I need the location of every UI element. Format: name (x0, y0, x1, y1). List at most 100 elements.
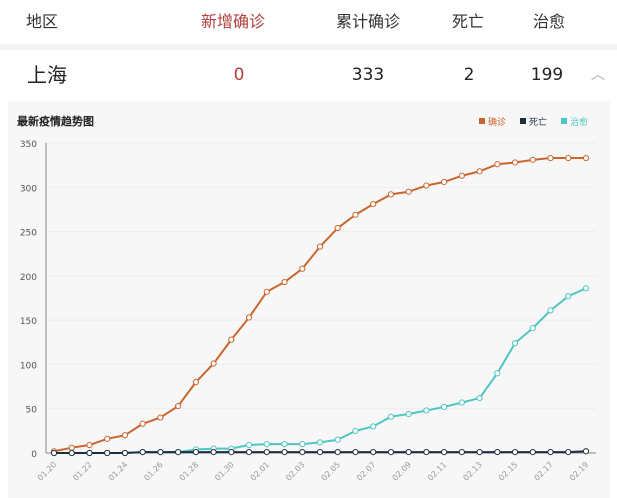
data-point (511, 340, 519, 347)
x-tick-label: 02.17 (532, 460, 555, 483)
data-point (405, 449, 412, 456)
series-line-治愈 (54, 287, 587, 454)
data-point (565, 154, 572, 162)
data-point (529, 449, 536, 456)
data-point (547, 154, 554, 162)
data-point (316, 243, 324, 250)
data-point (192, 379, 199, 386)
data-point (441, 449, 448, 456)
data-point (121, 432, 129, 439)
chevron-up-icon[interactable]: ︿ (591, 67, 605, 83)
data-point (334, 224, 341, 232)
data-point (86, 449, 93, 457)
data-point (352, 211, 359, 218)
data-point (245, 449, 253, 456)
data-point (458, 172, 465, 179)
table-row[interactable]: 上海 0 333 2 199 ︿ (0, 50, 617, 100)
data-point (547, 307, 554, 314)
data-point (405, 410, 412, 418)
data-point (68, 449, 75, 457)
data-point (352, 449, 359, 456)
data-point (370, 449, 377, 456)
data-point (263, 449, 270, 456)
data-point (370, 201, 377, 208)
table-header: 地区 新增确诊 累计确诊 死亡 治愈 (0, 0, 617, 44)
data-point (529, 156, 536, 163)
data-point (352, 427, 359, 434)
chart-panel (8, 101, 610, 498)
data-point (50, 449, 58, 457)
x-tick-label: 02.13 (461, 460, 484, 483)
legend-swatch (561, 118, 567, 124)
data-point (139, 449, 146, 456)
header-deaths[interactable]: 死亡 (451, 12, 485, 31)
data-point (121, 449, 129, 457)
x-tick-label: 01.26 (142, 460, 165, 483)
x-tick-label: 01.20 (36, 460, 59, 483)
data-point (565, 293, 572, 300)
x-tick-label: 02.11 (426, 460, 449, 483)
data-point (104, 435, 111, 442)
y-tick-label: 150 (20, 317, 37, 327)
row-new-confirmed: 0 (233, 65, 245, 85)
x-tick-label: 02.01 (249, 460, 272, 483)
data-point (263, 288, 270, 295)
header-region: 地区 (25, 12, 59, 31)
data-point (476, 168, 483, 175)
row-cured: 199 (530, 65, 564, 85)
divider (0, 44, 617, 50)
data-point (441, 403, 448, 411)
y-tick-label: 200 (20, 273, 37, 283)
chart-title: 最新疫情趋势图 (17, 114, 94, 128)
data-point (104, 449, 111, 457)
header-cured[interactable]: 治愈 (532, 12, 566, 31)
legend-label: 治愈 (570, 116, 588, 128)
data-point (175, 402, 182, 410)
data-point (210, 449, 217, 456)
y-tick-label: 350 (20, 140, 37, 150)
series-line-确诊 (53, 157, 586, 453)
data-point (299, 449, 306, 456)
data-point (263, 441, 270, 448)
data-point (228, 336, 235, 343)
data-point (245, 441, 253, 449)
x-tick-label: 02.19 (568, 460, 591, 483)
x-tick-label: 02.05 (320, 460, 343, 483)
data-point (86, 441, 93, 449)
data-point (139, 420, 146, 427)
data-point (511, 159, 519, 166)
data-point (316, 449, 324, 456)
x-tick-label: 01.22 (71, 460, 94, 483)
header-new-confirmed[interactable]: 新增确诊 (200, 12, 266, 31)
header-total-confirmed[interactable]: 累计确诊 (335, 12, 401, 31)
data-point (334, 436, 341, 443)
x-tick-label: 02.03 (284, 460, 307, 483)
legend-label: 确诊 (488, 116, 506, 128)
data-point (281, 278, 288, 286)
x-tick-label: 02.07 (355, 460, 378, 483)
data-point (387, 449, 395, 456)
data-point (494, 161, 501, 168)
data-point (476, 394, 483, 402)
data-point (565, 449, 572, 456)
data-point (68, 444, 75, 451)
data-point (157, 449, 164, 456)
data-point (228, 449, 235, 456)
data-point (387, 191, 395, 198)
legend[interactable]: 确诊 死亡 治愈 (479, 116, 588, 128)
data-point (245, 314, 253, 321)
data-point (476, 449, 483, 456)
y-tick-label: 0 (31, 450, 37, 460)
data-point (370, 423, 377, 430)
x-tick-label: 01.28 (178, 460, 201, 483)
data-point (529, 325, 536, 332)
x-tick-label: 02.09 (391, 460, 414, 483)
data-point (423, 449, 430, 456)
x-tick-label: 01.30 (213, 460, 236, 483)
data-point (511, 449, 519, 456)
data-point (210, 360, 217, 367)
x-tick-label: 02.15 (497, 460, 520, 483)
row-region: 上海 (27, 63, 67, 87)
data-point (582, 448, 590, 455)
